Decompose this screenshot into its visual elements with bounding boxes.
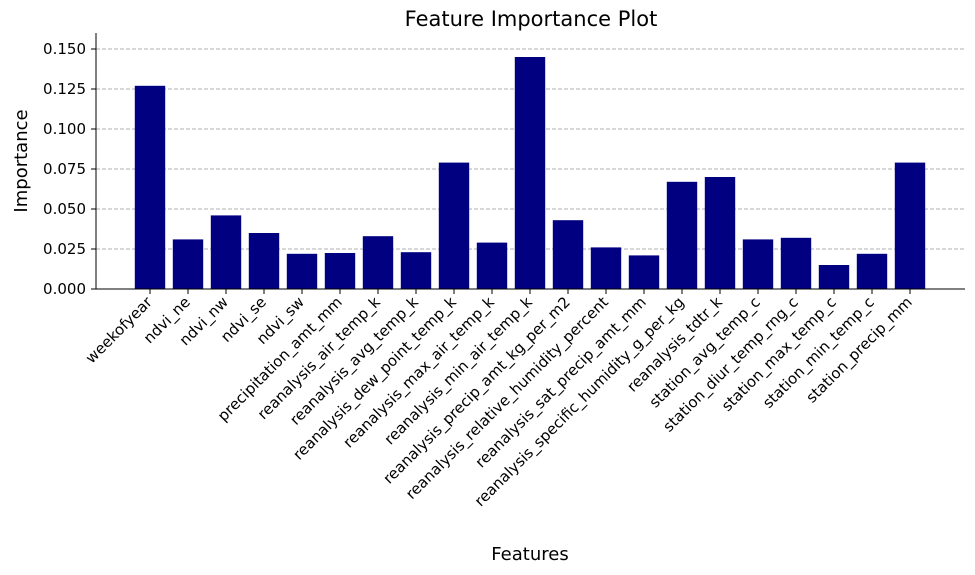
bar-reanalysis_avg_temp_k xyxy=(400,252,432,289)
chart-title: Feature Importance Plot xyxy=(405,7,658,31)
x-axis-title: Features xyxy=(491,544,568,565)
bar-station_avg_temp_c xyxy=(742,239,774,289)
y-tick-label: 0.025 xyxy=(43,240,86,258)
bar-reanalysis_tdtr_k xyxy=(704,177,736,289)
bar-reanalysis_air_temp_k xyxy=(362,236,394,289)
bar-reanalysis_sat_precip_amt_mm xyxy=(628,255,660,289)
y-tick-label: 0.150 xyxy=(43,40,86,58)
bar-reanalysis_relative_humidity_percent xyxy=(590,247,622,289)
y-tick-label: 0.075 xyxy=(43,160,86,178)
bar-station_min_temp_c xyxy=(856,253,888,289)
bar-station_diur_temp_rng_c xyxy=(780,237,812,289)
bar-station_max_temp_c xyxy=(818,265,850,289)
y-tick-label: 0.000 xyxy=(43,280,86,298)
bar-weekofyear xyxy=(134,85,166,289)
bar-ndvi_ne xyxy=(172,239,204,289)
y-ticks: 0.000 0.025 0.050 0.075 0.100 0.125 0.150 xyxy=(43,40,96,298)
bar-precipitation_amt_mm xyxy=(324,253,356,289)
x-ticks: weekofyearndvi_nendvi_nwndvi_sendvi_swpr… xyxy=(82,289,917,511)
bar-ndvi_sw xyxy=(286,253,318,289)
bar-reanalysis_dew_point_temp_k xyxy=(438,162,470,289)
y-axis-title: Importance xyxy=(11,109,32,212)
bar-reanalysis_precip_amt_kg_per_m2 xyxy=(552,220,584,289)
y-tick-label: 0.125 xyxy=(43,80,86,98)
y-tick-label: 0.100 xyxy=(43,120,86,138)
bar-station_precip_mm xyxy=(894,162,926,289)
bar-reanalysis_max_air_temp_k xyxy=(476,242,508,289)
bar-ndvi_nw xyxy=(210,215,242,289)
bars xyxy=(134,57,926,289)
bar-reanalysis_specific_humidity_g_per_kg xyxy=(666,181,698,289)
bar-reanalysis_min_air_temp_k xyxy=(514,57,546,289)
y-tick-label: 0.050 xyxy=(43,200,86,218)
bar-ndvi_se xyxy=(248,233,280,289)
